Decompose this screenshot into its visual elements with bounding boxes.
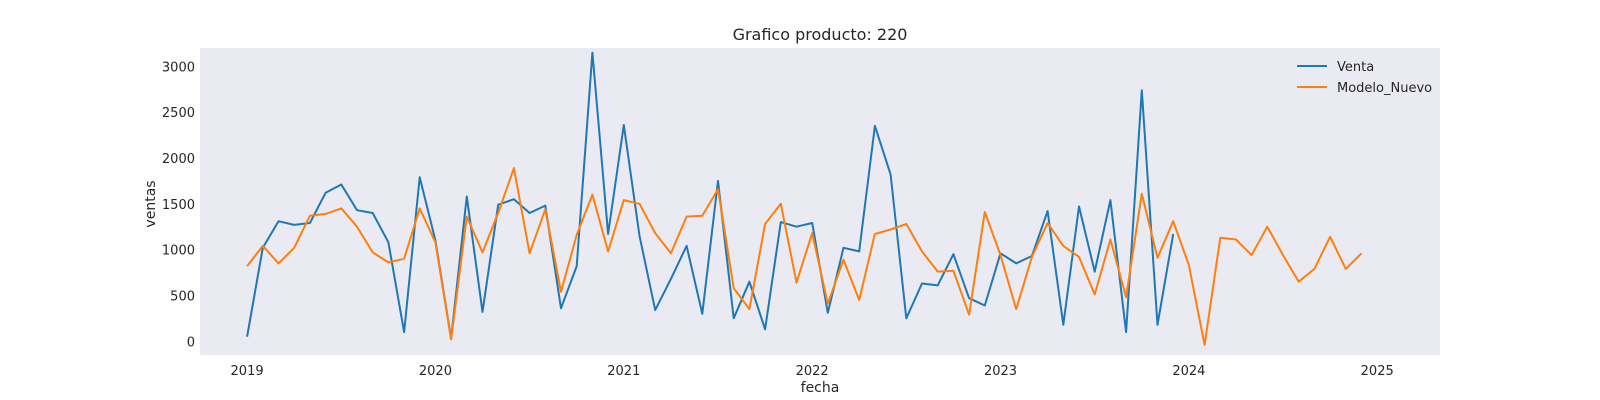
- y-tick-label: 1500: [162, 198, 195, 213]
- y-tick-label: 2500: [162, 106, 195, 121]
- x-tick-label: 2021: [607, 364, 640, 379]
- x-tick-label: 2024: [1172, 364, 1205, 379]
- series-line-modelo-nuevo: [246, 167, 1363, 346]
- y-tick-label: 3000: [162, 60, 195, 75]
- legend-label: Modelo_Nuevo: [1337, 81, 1432, 96]
- y-tick-label: 500: [170, 289, 195, 304]
- legend-label: Venta: [1337, 60, 1374, 75]
- y-tick-label: 0: [187, 335, 195, 350]
- chart-title: Grafico producto: 220: [733, 25, 908, 44]
- x-tick-label: 2023: [984, 364, 1017, 379]
- series-layer: [246, 51, 1363, 346]
- x-axis-ticks: 2019 2020 2021 2022 2023 2024 2025: [231, 364, 1394, 379]
- y-axis-label: ventas: [143, 180, 159, 227]
- series-line-venta: [246, 51, 1175, 340]
- y-axis-ticks: 0 500 1000 1500 2000 2500 3000: [162, 60, 195, 350]
- plot-background: [200, 48, 1440, 355]
- x-tick-label: 2025: [1361, 364, 1394, 379]
- x-tick-label: 2022: [796, 364, 829, 379]
- y-tick-label: 2000: [162, 152, 195, 167]
- y-tick-label: 1000: [162, 244, 195, 259]
- x-tick-label: 2019: [231, 364, 264, 379]
- legend: Venta Modelo_Nuevo: [1297, 60, 1432, 96]
- x-axis-label: fecha: [801, 380, 840, 396]
- x-tick-label: 2020: [419, 364, 452, 379]
